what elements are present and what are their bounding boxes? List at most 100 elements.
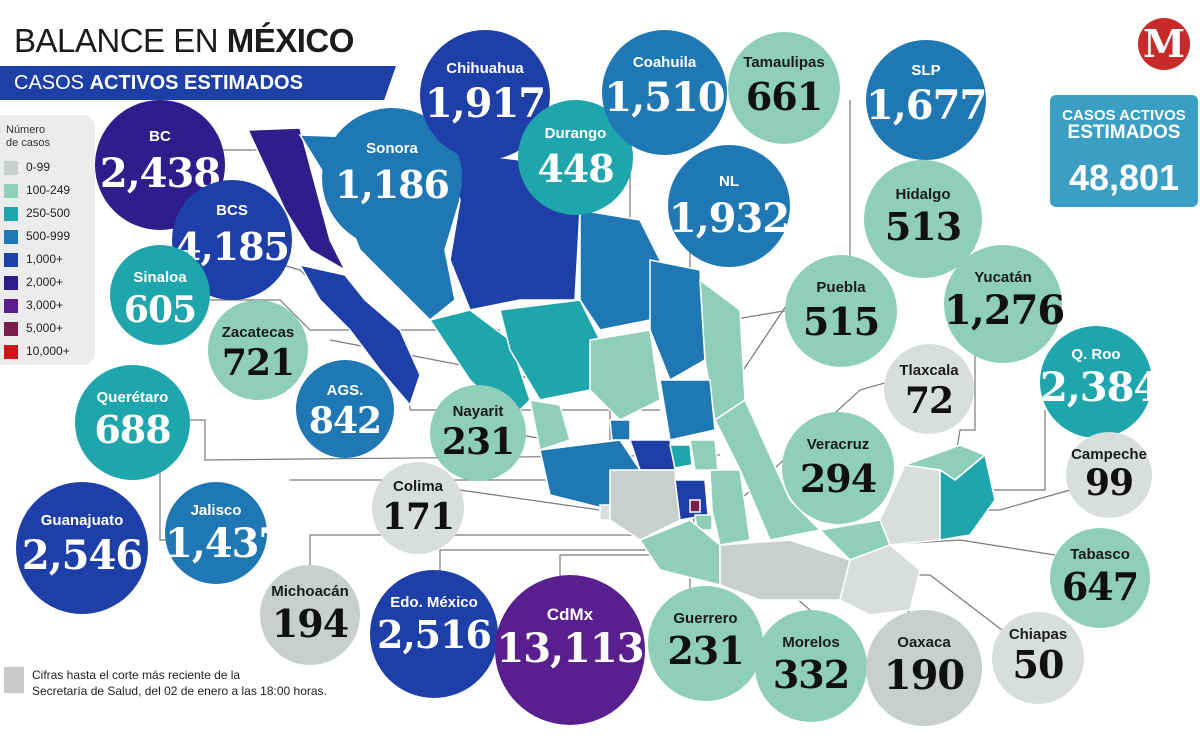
legend-title: Número de casos	[6, 124, 51, 149]
bubble-guanajuato: Guanajuato 2,546	[16, 482, 148, 614]
bubble-hidalgo: Hidalgo 513	[864, 160, 982, 278]
legend-label: 10,000+	[26, 344, 70, 358]
bubble-slp: SLP 1,677	[866, 40, 987, 160]
bubble-sonora-value: 1,186	[335, 162, 450, 207]
total-label-line1: CASOS ACTIVOS	[1062, 107, 1186, 124]
legend-label: 100-249	[26, 183, 71, 197]
bubble-edomex-name: Edo. México	[390, 594, 478, 611]
bubble-tamaulipas: Tamaulipas 661	[728, 32, 840, 144]
bubble-tabasco-name: Tabasco	[1070, 546, 1130, 563]
bubble-oaxaca-name: Oaxaca	[897, 634, 951, 651]
bubble-puebla: Puebla 515	[785, 255, 897, 367]
bubble-michoacan-name: Michoacán	[271, 583, 349, 600]
bubble-veracruz-value: 294	[799, 456, 877, 501]
map-state-queretaro	[669, 444, 693, 469]
bubble-queretaro: Querétaro 688	[75, 365, 190, 480]
bubble-sinaloa-name: Sinaloa	[133, 269, 187, 286]
bubble-coahuila-value: 1,510	[604, 74, 725, 121]
bubble-tamaulipas-value: 661	[745, 74, 823, 119]
legend-label: 3,000+	[26, 298, 64, 312]
legend-swatch	[4, 253, 18, 267]
bubble-chiapas-value: 50	[1012, 642, 1065, 687]
legend-label: 500-999	[26, 229, 71, 243]
bubble-zacatecas: Zacatecas 721	[208, 300, 308, 400]
subtitle: CASOS ACTIVOS ESTIMADOS	[14, 72, 303, 95]
map-state-hidalgo	[689, 439, 719, 471]
bubble-morelos-value: 332	[772, 652, 850, 697]
bubble-nayarit-name: Nayarit	[452, 403, 504, 420]
map-state-ags	[609, 419, 631, 441]
bubble-slp-name: SLP	[911, 62, 941, 79]
bubble-veracruz-name: Veracruz	[806, 436, 870, 453]
total-label: CASOS ACTIVOS ESTIMADOS	[1050, 107, 1198, 142]
bubble-tamaulipas-name: Tamaulipas	[743, 54, 825, 71]
bubble-yucatan-value: 1,276	[944, 287, 1065, 334]
bubble-hidalgo-value: 513	[884, 204, 962, 249]
bubble-guerrero: Guerrero 231	[648, 586, 763, 701]
bubble-oaxaca-value: 190	[883, 652, 966, 699]
bubble-colima-value: 171	[381, 496, 455, 538]
title-bold: MÉXICO	[226, 22, 355, 59]
footnote: Cifras hasta el corte más reciente de la…	[32, 668, 327, 698]
bubble-nl-name: NL	[719, 173, 739, 190]
total-label-line2: ESTIMADOS	[1067, 122, 1181, 143]
title-regular: BALANCE EN	[14, 22, 219, 59]
legend-swatch	[4, 322, 18, 336]
bubble-guanajuato-value: 2,546	[21, 532, 143, 579]
legend-swatch	[4, 345, 18, 359]
legend-swatch	[4, 184, 18, 198]
bubble-campeche: Campeche 99	[1066, 432, 1152, 518]
legend-label: 250-500	[26, 206, 71, 220]
bubble-colima-name: Colima	[392, 478, 443, 495]
subtitle-bold: ACTIVOS ESTIMADOS	[89, 72, 303, 94]
bubble-guanajuato-name: Guanajuato	[40, 512, 124, 529]
leader-line-sinaloa	[210, 299, 500, 331]
map-state-michoacan	[609, 469, 681, 541]
legend-label: 2,000+	[26, 275, 64, 289]
legend-label: 1,000+	[26, 252, 64, 266]
bubble-tlaxcala-name: Tlaxcala	[899, 362, 959, 379]
bubble-tlaxcala-value: 72	[904, 380, 954, 422]
bubble-nayarit: Nayarit 231	[430, 385, 526, 481]
bubble-durango-value: 448	[537, 146, 614, 191]
legend-swatch	[4, 299, 18, 313]
bubble-jalisco: Jalisco 1,437	[165, 482, 286, 584]
bubble-cdmx-value: 13,113	[496, 625, 644, 672]
leader-line-yucatan	[954, 330, 976, 461]
bubble-guerrero-value: 231	[667, 628, 744, 673]
map-state-slp	[659, 379, 716, 441]
bubble-sinaloa-value: 605	[123, 289, 197, 331]
bubble-qroo-value: 2,384	[1040, 364, 1161, 411]
bubble-morelos-name: Morelos	[782, 634, 840, 651]
map-state-bc	[246, 127, 347, 272]
bubble-coahuila: Coahuila 1,510	[602, 30, 727, 155]
bubble-colima: Colima 171	[372, 462, 464, 554]
bubble-bcs-name: BCS	[216, 202, 248, 219]
bubble-chiapas-name: Chiapas	[1008, 626, 1068, 643]
bubble-edomex: Edo. México 2,516	[370, 570, 498, 698]
bubble-nl-value: 1,932	[668, 195, 790, 242]
legend-swatch	[4, 207, 18, 221]
subtitle-bar	[0, 66, 396, 100]
map-state-qroo	[939, 453, 996, 541]
bubble-nl: NL 1,932	[668, 145, 790, 267]
bubble-zacatecas-name: Zacatecas	[221, 324, 295, 341]
bubble-jalisco-value: 1,437	[165, 520, 286, 567]
bubble-durango-name: Durango	[544, 125, 607, 142]
leader-line-michoacan	[309, 534, 640, 580]
leader-line-tlaxcala	[739, 379, 896, 501]
bubble-tlaxcala: Tlaxcala 72	[884, 344, 974, 434]
total-value: 48,801	[1068, 157, 1180, 198]
bubble-nayarit-value: 231	[441, 421, 515, 463]
subtitle-regular: CASOS	[14, 72, 85, 94]
legend-swatch	[4, 230, 18, 244]
bubble-oaxaca: Oaxaca 190	[866, 610, 982, 726]
bubble-puebla-value: 515	[802, 299, 880, 344]
bubble-bc-name: BC	[149, 128, 171, 145]
bubble-tabasco: Tabasco 647	[1050, 528, 1150, 628]
bubble-chihuahua-value: 1,917	[424, 80, 546, 127]
bubble-coahuila-name: Coahuila	[632, 54, 697, 71]
footnote-swatch	[4, 667, 24, 693]
milenio-logo: M	[1138, 18, 1190, 70]
bubble-queretaro-value: 688	[94, 407, 171, 452]
